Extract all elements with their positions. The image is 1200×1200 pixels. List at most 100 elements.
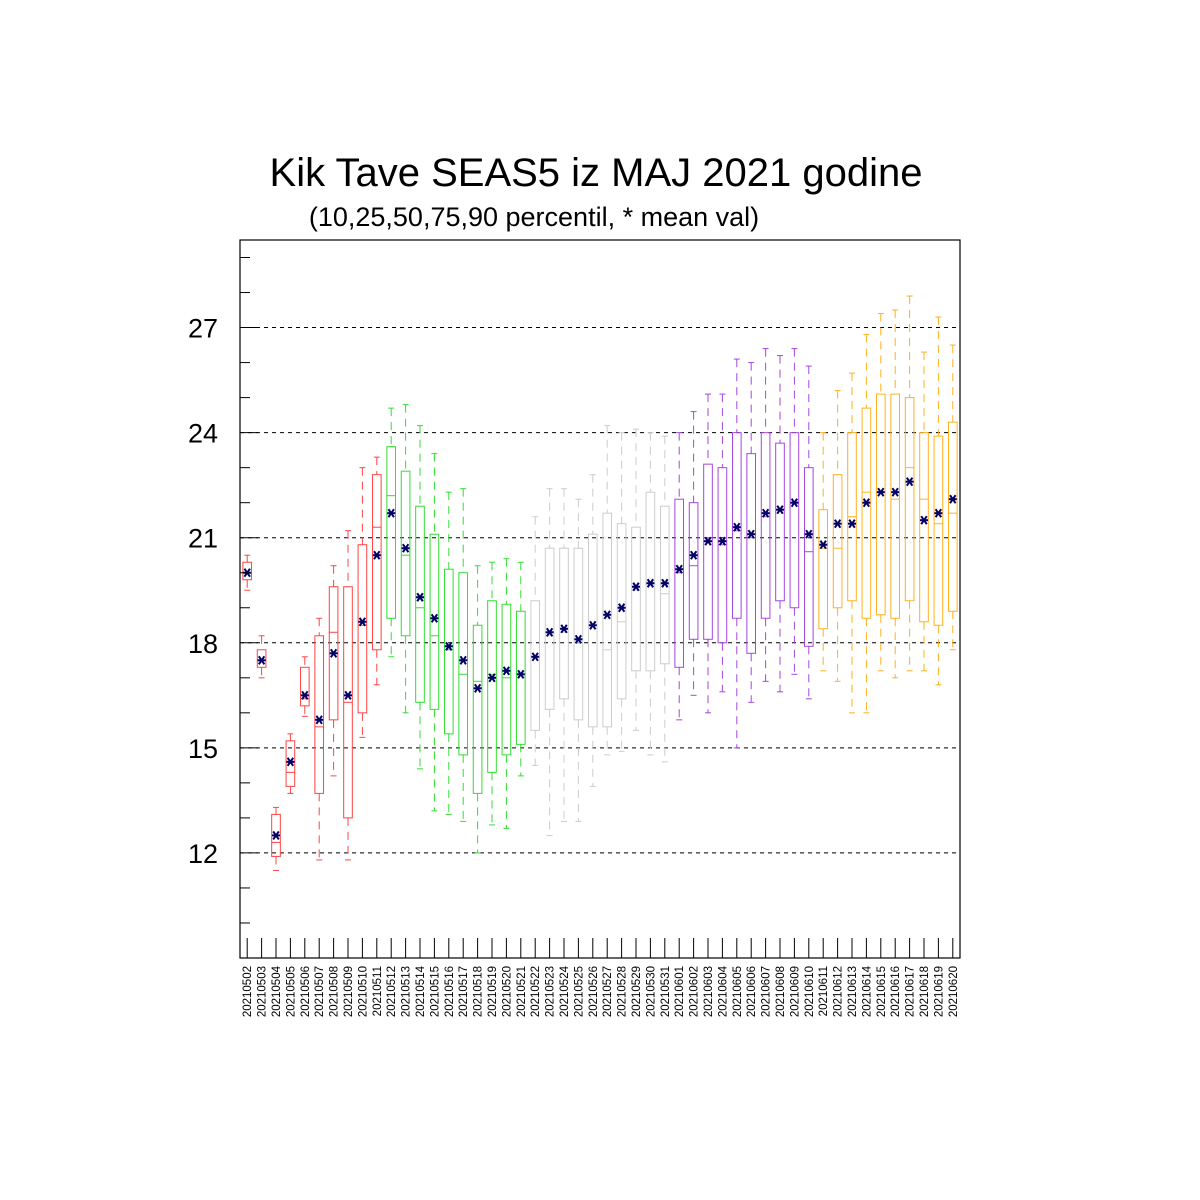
- mean-marker-stroke: [877, 487, 885, 497]
- x-tick-label: 20210513: [401, 966, 413, 1017]
- mean-marker-20210517: [459, 655, 468, 665]
- box-20210529: [631, 428, 641, 731]
- mean-marker-20210512: [387, 508, 396, 518]
- iqr-box: [616, 523, 627, 700]
- iqr-box: [242, 561, 253, 581]
- x-tick-label: 20210601: [674, 966, 686, 1017]
- mean-marker-stroke: [862, 498, 871, 508]
- mean-marker-stroke: [545, 627, 554, 637]
- iqr-box: [631, 526, 641, 672]
- iqr-box: [919, 432, 929, 623]
- box-20210616: [890, 309, 901, 679]
- mean-marker-stroke: [704, 536, 712, 546]
- x-tick-label: 20210530: [645, 966, 657, 1017]
- x-tick-label: 20210503: [257, 966, 269, 1017]
- mean-marker-stroke: [920, 515, 928, 525]
- x-tick-label: 20210510: [357, 966, 369, 1017]
- mean-marker-20210516: [444, 641, 453, 651]
- iqr-box: [674, 498, 685, 668]
- iqr-box: [875, 393, 886, 616]
- mean-marker-stroke: [848, 519, 856, 529]
- mean-marker-stroke: [949, 494, 957, 504]
- box-20210505: [285, 733, 296, 794]
- iqr-box: [458, 572, 469, 756]
- mean-marker-stroke: [430, 613, 439, 623]
- mean-marker-stroke: [805, 529, 813, 539]
- mean-marker-20210514: [416, 592, 424, 602]
- box-20210620: [947, 344, 958, 651]
- mean-marker-stroke: [473, 683, 482, 693]
- mean-marker-stroke: [689, 550, 698, 560]
- mean-marker-20210519: [488, 673, 496, 683]
- mean-marker-20210618: [920, 515, 928, 525]
- mean-marker-stroke: [358, 617, 367, 627]
- mean-marker-stroke: [761, 508, 770, 518]
- mean-marker-20210526: [588, 620, 597, 630]
- mean-marker-20210608: [776, 505, 784, 515]
- iqr-box: [818, 509, 829, 630]
- mean-marker-20210603: [704, 536, 712, 546]
- iqr-box: [890, 393, 901, 619]
- mean-marker-stroke: [934, 508, 943, 518]
- x-tick-label: 20210515: [429, 966, 441, 1017]
- x-tick-label: 20210512: [386, 966, 398, 1017]
- x-tick-label: 20210506: [300, 966, 312, 1017]
- box-20210504: [271, 806, 281, 871]
- box-20210527: [602, 425, 613, 756]
- x-tick-label: 20210507: [314, 966, 326, 1017]
- box-20210608: [775, 355, 785, 693]
- y-tick-label: 24: [188, 419, 218, 449]
- mean-marker-stroke: [344, 690, 352, 700]
- x-tick-label: 20210527: [602, 966, 614, 1017]
- box-20210602: [688, 411, 699, 696]
- mean-marker-20210505: [286, 757, 295, 767]
- box-20210612: [832, 390, 843, 682]
- mean-marker-stroke: [459, 655, 467, 665]
- mean-marker-stroke: [589, 620, 597, 630]
- mean-marker-20210617: [905, 477, 914, 487]
- x-tick-label: 20210505: [285, 966, 297, 1017]
- x-tick-label: 20210618: [919, 966, 931, 1017]
- iqr-box: [256, 649, 267, 668]
- x-tick-label: 20210607: [761, 966, 773, 1017]
- y-tick-label: 15: [188, 734, 218, 764]
- chart-subtitle: (10,25,50,75,90 percentil, * mean val): [309, 202, 759, 232]
- box-20210511: [371, 456, 382, 686]
- box-20210522: [530, 516, 541, 766]
- box-20210530: [645, 432, 656, 756]
- y-tick-label: 27: [188, 314, 218, 344]
- x-tick-label: 20210511: [372, 966, 384, 1016]
- x-tick-label: 20210525: [573, 966, 585, 1017]
- mean-marker-20210613: [848, 519, 856, 529]
- iqr-box: [487, 600, 497, 773]
- mean-marker-20210602: [689, 550, 698, 560]
- mean-marker-stroke: [315, 715, 323, 725]
- box-20210528: [616, 432, 627, 752]
- mean-marker-stroke: [257, 655, 266, 665]
- mean-marker-stroke: [733, 522, 741, 532]
- box-20210513: [400, 404, 411, 714]
- box-20210523: [544, 488, 555, 836]
- x-tick-label: 20210613: [847, 966, 859, 1017]
- x-tick-label: 20210609: [789, 966, 801, 1017]
- box-20210609: [789, 348, 800, 675]
- box-20210601: [674, 432, 685, 721]
- x-tick-label: 20210531: [660, 966, 672, 1017]
- mean-marker-20210508: [329, 648, 338, 658]
- iqr-box: [861, 407, 872, 619]
- mean-marker-stroke: [329, 648, 338, 658]
- box-20210507: [314, 617, 325, 861]
- mean-marker-20210503: [257, 655, 266, 665]
- iqr-box: [803, 467, 814, 647]
- iqr-box: [328, 586, 339, 721]
- mean-marker-stroke: [272, 830, 280, 840]
- chart-title: Kik Tave SEAS5 iz MAJ 2021 godine: [270, 151, 923, 195]
- mean-marker-stroke: [632, 582, 640, 592]
- iqr-box: [731, 432, 742, 619]
- box-20210515: [429, 453, 440, 812]
- mean-marker-stroke: [603, 610, 611, 620]
- mean-marker-20210620: [948, 494, 957, 504]
- grid-lines: [240, 327, 960, 854]
- box-series: [242, 295, 958, 871]
